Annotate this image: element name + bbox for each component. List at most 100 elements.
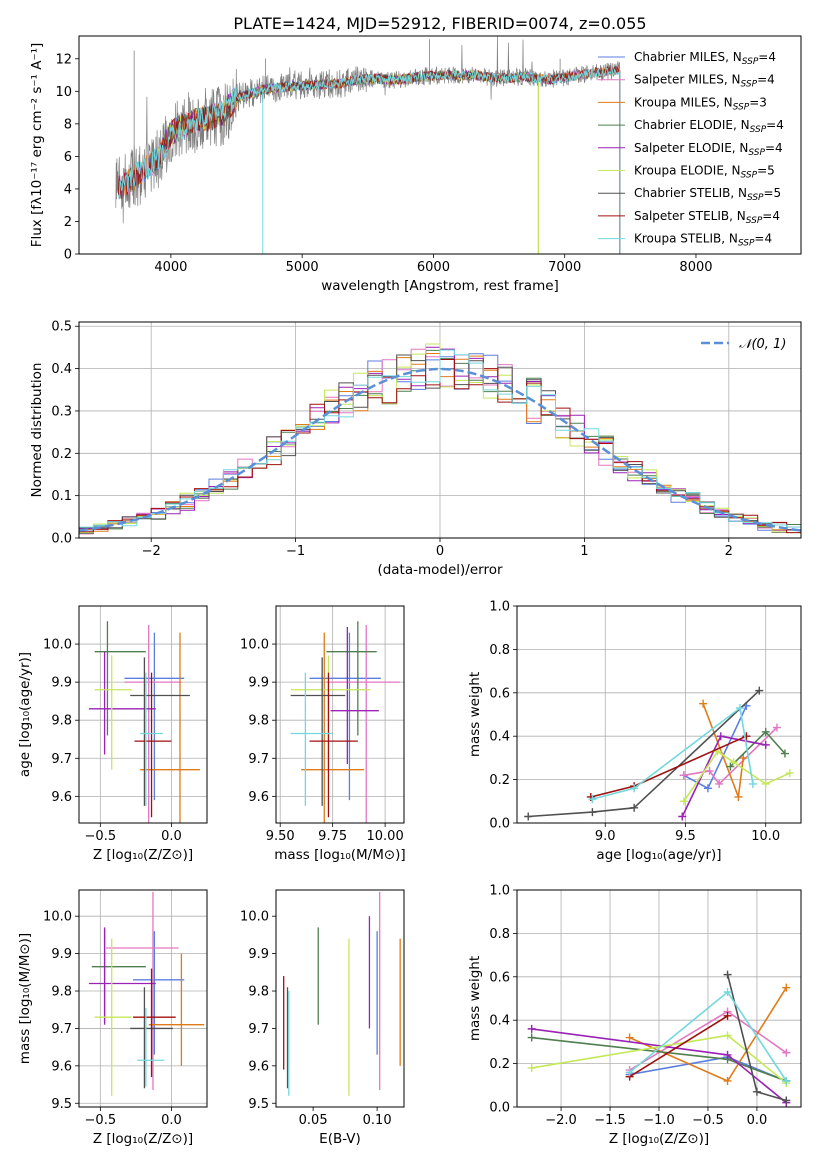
legend-label-subscript: SSP bbox=[747, 193, 764, 203]
errorbar-point bbox=[133, 968, 176, 1078]
y-tick-label: 0.1 bbox=[51, 489, 72, 504]
x-tick-label: −0.5 bbox=[692, 1113, 724, 1128]
axes: 9.0 9.5 10.0 0.0 0.2 0.4 0.6 0.8 1.0 age [log₁₀(a… bbox=[467, 600, 802, 863]
panel-residuals: −2 −1 0 1 2 0.0 0.1 0.2 0.3 0.4 0.5 (data-model)/er… bbox=[29, 320, 802, 578]
x-tick-label: 9.5 bbox=[675, 829, 696, 844]
y-tick-label: 0.4 bbox=[489, 1014, 510, 1029]
errorbar-point bbox=[94, 938, 132, 1096]
errorbar-point bbox=[290, 657, 346, 806]
plot-area bbox=[527, 970, 791, 1107]
y-tick-label: 10.0 bbox=[43, 910, 72, 925]
series-marker bbox=[782, 1076, 791, 1085]
errorbar-point bbox=[124, 625, 182, 823]
series-marker bbox=[772, 723, 781, 732]
series-marker bbox=[755, 686, 764, 695]
series-marker bbox=[699, 699, 708, 708]
x-tick-label: −0.5 bbox=[85, 829, 117, 844]
y-tick-label: 6 bbox=[64, 150, 72, 165]
y-tick-label: 9.9 bbox=[51, 947, 72, 962]
legend-label: Chabrier STELIB, NSSP=5 bbox=[634, 186, 781, 203]
legend-label: 𝒩(0, 1) bbox=[739, 337, 786, 352]
x-tick-label: 0.0 bbox=[161, 829, 182, 844]
series-marker bbox=[729, 758, 738, 767]
y-tick-label: 9.5 bbox=[248, 1097, 269, 1112]
y-tick-label: 9.7 bbox=[51, 1022, 72, 1037]
legend-label-text: Chabrier STELIB, N bbox=[634, 186, 747, 200]
series-marker bbox=[527, 1033, 536, 1042]
y-tick-label: 9.6 bbox=[248, 790, 269, 805]
y-tick-label: 8 bbox=[64, 117, 72, 132]
y-tick-label: 0.0 bbox=[489, 817, 510, 832]
series-marker bbox=[679, 771, 688, 780]
y-axis-label: mass [log₁₀(M/M⊙)] bbox=[17, 933, 33, 1064]
x-tick-label: 0.10 bbox=[363, 1113, 392, 1128]
y-tick-label: 0.3 bbox=[51, 404, 72, 419]
plot-area bbox=[283, 891, 401, 1096]
y-axis-label: mass weight bbox=[467, 672, 483, 757]
grid bbox=[79, 890, 207, 1107]
legend-label-text: Kroupa MILES, N bbox=[634, 95, 733, 109]
legend-label-tail: =3 bbox=[749, 95, 767, 109]
x-tick-label: 9.75 bbox=[318, 829, 347, 844]
legend-label: Chabrier ELODIE, NSSP=4 bbox=[634, 118, 784, 135]
y-tick-label: 9.6 bbox=[51, 790, 72, 805]
series-marker bbox=[782, 983, 791, 992]
series-marker bbox=[761, 727, 770, 736]
legend-label-text: Kroupa STELIB, N bbox=[634, 232, 738, 246]
panel-mass-vs-ebv: 0.05 0.10 9.5 9.6 9.7 9.8 9.9 10.0 E(B-V) bbox=[240, 889, 405, 1147]
errorbar-point bbox=[301, 632, 365, 823]
series-marker bbox=[630, 803, 639, 812]
plot-area bbox=[88, 891, 205, 1096]
errorbar-point bbox=[148, 953, 205, 1066]
series-marker bbox=[726, 762, 735, 771]
y-tick-label: 12 bbox=[55, 52, 72, 67]
series-marker bbox=[761, 740, 770, 749]
plot-area bbox=[115, 36, 621, 254]
legend-label: Salpeter MILES, NSSP=4 bbox=[634, 73, 775, 90]
legend-label-tail: =4 bbox=[758, 50, 776, 64]
y-tick-label: 9.9 bbox=[51, 676, 72, 691]
y-tick-label: 0.4 bbox=[51, 362, 72, 377]
series-marker bbox=[625, 1068, 634, 1077]
x-tick-label: 8000 bbox=[679, 260, 712, 275]
axes-frame bbox=[78, 889, 208, 1108]
x-tick-label: 0 bbox=[436, 544, 444, 559]
series-marker bbox=[679, 797, 688, 806]
legend-label: Kroupa STELIB, NSSP=4 bbox=[634, 232, 772, 249]
panel-spectrum: 4000 5000 6000 7000 8000 0 2 4 6 8 10 12 wavelength … bbox=[29, 35, 802, 294]
x-tick-label: −1 bbox=[286, 544, 305, 559]
y-tick-label: 9.6 bbox=[51, 1059, 72, 1074]
legend-label-tail: =4 bbox=[762, 209, 780, 223]
errorbar-point bbox=[130, 657, 190, 806]
figure-title: PLATE=1424, MJD=52912, FIBERID=0074, z=0… bbox=[233, 14, 646, 33]
errorbar-point bbox=[140, 632, 200, 823]
x-tick-label: −0.5 bbox=[85, 1113, 117, 1128]
series-marker bbox=[742, 732, 751, 741]
series-marker bbox=[625, 1033, 634, 1042]
axes-frame bbox=[78, 605, 208, 824]
x-tick-label: −1.0 bbox=[643, 1113, 675, 1128]
series-marker bbox=[785, 769, 794, 778]
plot-area bbox=[88, 621, 200, 823]
x-tick-label: 5000 bbox=[286, 260, 319, 275]
y-tick-label: 0.6 bbox=[489, 970, 510, 985]
y-tick-label: 1.0 bbox=[489, 884, 510, 899]
series-marker bbox=[761, 779, 770, 788]
x-tick-label: 9.50 bbox=[266, 829, 295, 844]
y-tick-label: 0.0 bbox=[51, 532, 72, 547]
series-marker bbox=[782, 1048, 791, 1057]
series-marker bbox=[524, 812, 533, 821]
x-tick-label: 4000 bbox=[154, 260, 187, 275]
errorbar-point bbox=[124, 632, 185, 801]
x-tick-label: 1 bbox=[580, 544, 588, 559]
axes: −2.0 −1.5 −1.0 −0.5 0.0 0.0 0.2 0.4 0.6 0.8 1.0 Z [… bbox=[467, 884, 802, 1147]
legend-label-subscript: SSP bbox=[748, 148, 765, 158]
errorbar-point bbox=[106, 891, 179, 1091]
series-marker bbox=[705, 766, 714, 775]
y-tick-label: 1.0 bbox=[489, 600, 510, 615]
legend-label-text: Kroupa ELODIE, N bbox=[634, 164, 741, 178]
y-axis-label: Normed distribution bbox=[29, 363, 45, 498]
series-marker bbox=[723, 1031, 732, 1040]
series-marker bbox=[723, 987, 732, 996]
errorbar-point bbox=[137, 1007, 165, 1087]
